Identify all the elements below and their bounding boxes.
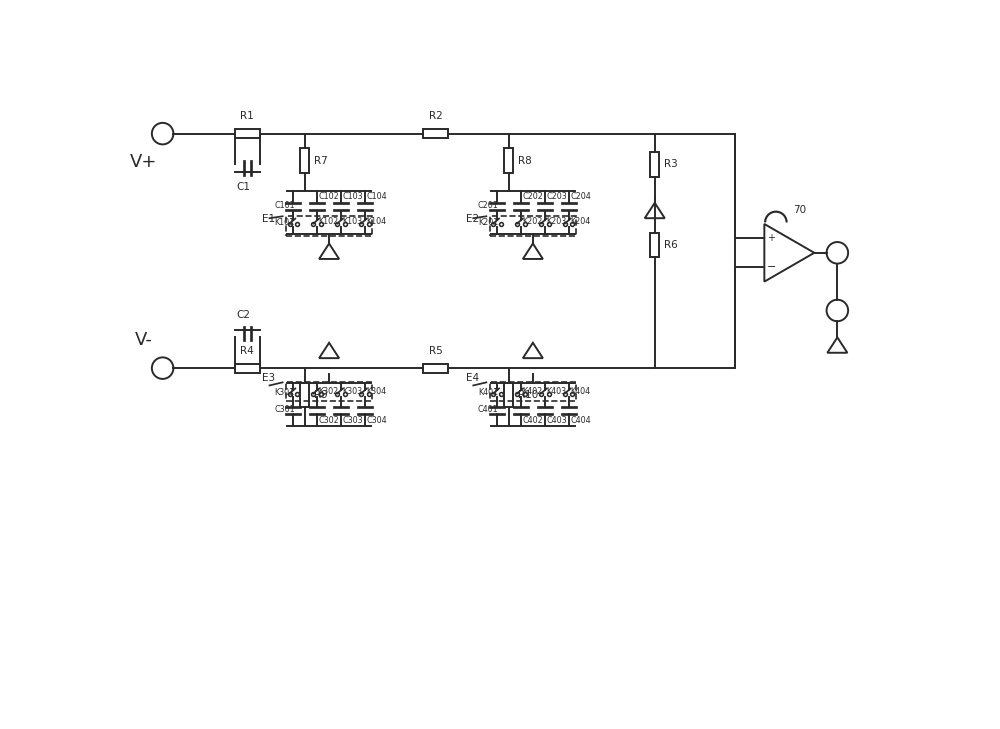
Text: K303: K303 bbox=[343, 387, 363, 396]
Text: C302: C302 bbox=[319, 416, 339, 425]
Text: C101: C101 bbox=[274, 201, 295, 211]
Text: K201: K201 bbox=[478, 218, 498, 227]
Bar bbox=[286, 216, 372, 235]
Text: K403: K403 bbox=[546, 387, 566, 396]
Text: K104: K104 bbox=[366, 217, 387, 226]
Bar bbox=[504, 383, 513, 408]
Text: V-: V- bbox=[134, 331, 152, 349]
Bar bbox=[423, 364, 448, 373]
Text: R4: R4 bbox=[240, 346, 254, 356]
Text: 70: 70 bbox=[794, 205, 807, 215]
Text: C1: C1 bbox=[236, 182, 250, 192]
Text: C103: C103 bbox=[343, 192, 363, 201]
Text: +: + bbox=[767, 233, 775, 243]
Text: K401: K401 bbox=[478, 389, 498, 397]
Text: C402: C402 bbox=[522, 416, 543, 425]
Text: K402: K402 bbox=[522, 387, 543, 396]
Text: R1: R1 bbox=[240, 112, 254, 121]
Text: K102: K102 bbox=[319, 217, 339, 226]
Text: E1: E1 bbox=[262, 214, 275, 225]
Text: K202: K202 bbox=[522, 217, 543, 226]
Text: V+: V+ bbox=[130, 153, 157, 171]
Text: C2: C2 bbox=[236, 310, 250, 320]
Text: K103: K103 bbox=[343, 217, 363, 226]
Text: C201: C201 bbox=[478, 201, 499, 211]
Bar bbox=[490, 216, 576, 235]
Text: K304: K304 bbox=[366, 387, 387, 396]
Text: C102: C102 bbox=[319, 192, 339, 201]
Text: K301: K301 bbox=[274, 389, 294, 397]
Text: C303: C303 bbox=[343, 416, 363, 425]
Text: C403: C403 bbox=[546, 416, 567, 425]
Text: E2: E2 bbox=[466, 214, 479, 225]
Bar bbox=[300, 383, 309, 408]
Text: −: − bbox=[767, 262, 776, 272]
Text: R3: R3 bbox=[664, 160, 678, 169]
Bar bbox=[650, 152, 659, 176]
Text: K404: K404 bbox=[570, 387, 590, 396]
Text: R5: R5 bbox=[429, 346, 442, 356]
Text: K101: K101 bbox=[274, 218, 294, 227]
Text: C203: C203 bbox=[546, 192, 567, 201]
Text: R2: R2 bbox=[429, 112, 442, 121]
Text: C202: C202 bbox=[522, 192, 543, 201]
Text: R10: R10 bbox=[518, 390, 538, 400]
Text: K203: K203 bbox=[546, 217, 567, 226]
Bar bbox=[300, 148, 309, 173]
Bar bbox=[286, 381, 372, 401]
Bar bbox=[423, 129, 448, 139]
Text: E3: E3 bbox=[262, 373, 275, 383]
Text: R6: R6 bbox=[664, 240, 678, 250]
Bar bbox=[235, 364, 260, 373]
Text: E4: E4 bbox=[466, 373, 479, 383]
Bar bbox=[490, 381, 576, 401]
Text: K302: K302 bbox=[319, 387, 339, 396]
Text: R7: R7 bbox=[314, 155, 328, 165]
Text: R9: R9 bbox=[314, 390, 328, 400]
Bar bbox=[504, 148, 513, 173]
Text: C304: C304 bbox=[366, 416, 387, 425]
Text: C204: C204 bbox=[570, 192, 591, 201]
Text: C401: C401 bbox=[478, 405, 499, 414]
Bar bbox=[650, 233, 659, 257]
Text: C404: C404 bbox=[570, 416, 591, 425]
Text: C301: C301 bbox=[274, 405, 295, 414]
Bar bbox=[235, 129, 260, 139]
Text: K204: K204 bbox=[570, 217, 590, 226]
Text: R8: R8 bbox=[518, 155, 532, 165]
Text: C104: C104 bbox=[366, 192, 387, 201]
